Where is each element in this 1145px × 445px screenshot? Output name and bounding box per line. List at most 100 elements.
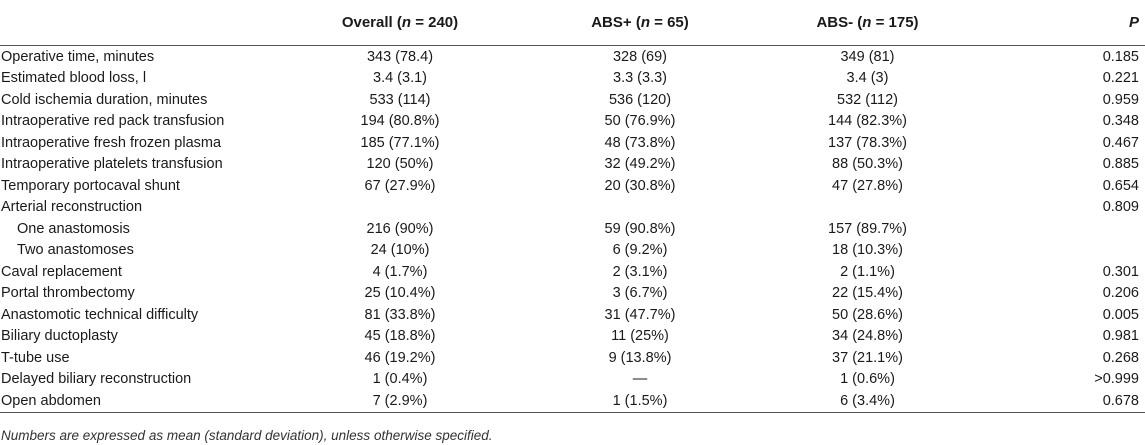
header-overall-prefix: Overall ( [341, 14, 402, 31]
cell-p-value: 0.678 [985, 390, 1145, 413]
header-abs-pos-prefix: ABS+ ( [591, 14, 641, 31]
cell-p-value [985, 218, 1145, 240]
cell-abs-neg: 18 (10.3%) [832, 242, 903, 259]
cell-abs-pos: 31 (47.7%) [604, 306, 676, 323]
cell-overall: 81 (33.8%) [364, 306, 436, 323]
row-label: Cold ischemia duration, minutes [1, 91, 208, 108]
table-row: Arterial reconstruction 0.809 [0, 197, 1145, 219]
table-row: Caval replacement 4 (1.7%) 2 (3.1%) 2 (1.1%… [0, 261, 1145, 283]
cell-p-value: 0.885 [1102, 156, 1139, 173]
cell-overall: 216 (90%) [366, 220, 434, 237]
cell-abs-neg: 37 (21.1%) [832, 349, 903, 366]
row-label: Intraoperative platelets transfusion [1, 156, 223, 173]
cell-overall: 3.4 (3.1) [373, 70, 427, 87]
row-label: Biliary ductoplasty [1, 328, 118, 345]
cell-overall: 4 (1.7%) [372, 263, 428, 280]
cell-overall [270, 197, 530, 219]
cell-abs-pos: — [632, 371, 648, 388]
cell-p-value: 0.185 [1102, 48, 1139, 65]
cell-overall: 46 (19.2%) [364, 349, 436, 366]
cell-abs-pos: 50 (76.9%) [604, 113, 676, 130]
cell-abs-pos: 59 (90.8%) [604, 220, 676, 237]
cell-abs-neg: 349 (81) [840, 48, 895, 65]
cell-overall: 45 (18.8%) [364, 328, 436, 345]
cell-p-value: 0.268 [1102, 349, 1139, 366]
cell-abs-neg: 47 (27.8%) [832, 177, 903, 194]
cell-abs-pos: 328 (69) [612, 48, 667, 65]
cell-abs-neg: 6 (3.4%) [750, 390, 985, 413]
header-abs-pos: ABS+ (n = 65) [530, 0, 750, 46]
cell-p-value: 0.959 [1102, 91, 1139, 108]
row-label: Caval replacement [1, 263, 122, 280]
cell-abs-pos: 11 (25%) [611, 328, 669, 345]
cell-overall: 194 (80.8%) [360, 113, 440, 130]
table-row: Delayed biliary reconstruction 1 (0.4%) — 1… [0, 369, 1145, 391]
cell-p-value: 0.809 [1102, 199, 1139, 216]
cell-abs-neg: 3.4 (3) [846, 70, 889, 87]
header-abs-pos-suffix: = 65) [649, 14, 689, 31]
cell-overall: 67 (27.9%) [364, 177, 436, 194]
cell-abs-pos: 32 (49.2%) [604, 156, 676, 173]
row-label: Intraoperative red pack transfusion [1, 113, 225, 130]
row-label: Delayed biliary reconstruction [1, 371, 192, 388]
header-abs-neg-n: n [862, 14, 872, 31]
cell-p-value: 0.301 [1102, 263, 1139, 280]
cell-abs-pos: 48 (73.8%) [604, 134, 676, 151]
header-row: Overall (n = 240) ABS+ (n = 65) ABS- (n … [0, 0, 1145, 46]
cell-abs-neg: 34 (24.8%) [832, 328, 903, 345]
cell-abs-pos: 9 (13.8%) [608, 349, 672, 366]
cell-abs-neg: 2 (1.1%) [840, 263, 895, 280]
cell-overall: 7 (2.9%) [270, 390, 530, 413]
cell-p-value: 0.467 [1102, 134, 1139, 151]
header-abs-neg: ABS- (n = 175) [750, 0, 985, 46]
header-abs-neg-suffix: = 175) [871, 14, 919, 31]
table-row: One anastomosis 216 (90%) 59 (90.8%) 157 (8… [0, 218, 1145, 240]
row-label: Arterial reconstruction [1, 199, 143, 216]
cell-p-value: 0.654 [1102, 177, 1139, 194]
cell-overall: 24 (10%) [370, 242, 430, 259]
cell-overall: 533 (114) [369, 91, 431, 108]
table-row: Anastomotic technical difficulty 81 (33.8… [0, 304, 1145, 326]
table-footnote: Numbers are expressed as mean (standard … [1, 428, 493, 443]
cell-abs-pos: 3.3 (3.3) [613, 70, 667, 87]
table-row: Cold ischemia duration, minutes 533 (114)… [0, 89, 1145, 111]
header-overall: Overall (n = 240) [270, 0, 530, 46]
cell-overall: 1 (0.4%) [372, 371, 428, 388]
header-abs-pos-n: n [640, 14, 650, 31]
table-row: T-tube use 46 (19.2%) 9 (13.8%) 37 (21.1%) 0… [0, 347, 1145, 369]
cell-abs-neg: 50 (28.6%) [832, 306, 903, 323]
table-row: Portal thrombectomy 25 (10.4%) 3 (6.7%) 22 … [0, 283, 1145, 305]
row-label: Open abdomen [0, 390, 270, 413]
cell-abs-pos: 3 (6.7%) [612, 285, 668, 302]
row-label: T-tube use [1, 349, 70, 366]
header-abs-neg-prefix: ABS- ( [816, 14, 863, 31]
cell-p-value: >0.999 [1094, 371, 1139, 388]
cell-abs-neg [750, 197, 985, 219]
cell-abs-pos [530, 197, 750, 219]
cell-overall: 120 (50%) [366, 156, 434, 173]
cell-abs-pos: 2 (3.1%) [612, 263, 668, 280]
cell-abs-neg: 157 (89.7%) [828, 220, 907, 237]
row-label: Estimated blood loss, l [1, 70, 147, 87]
table-row: Estimated blood loss, l 3.4 (3.1) 3.3 (3.3… [0, 68, 1145, 90]
header-overall-suffix: = 240) [411, 14, 459, 31]
header-overall-n: n [401, 14, 412, 31]
table-row: Temporary portocaval shunt 67 (27.9%) 20 (… [0, 175, 1145, 197]
cell-overall: 25 (10.4%) [364, 285, 436, 302]
table-row: Biliary ductoplasty 45 (18.8%) 11 (25%) 34 … [0, 326, 1145, 348]
cell-p-value: 0.206 [1102, 285, 1139, 302]
cell-overall: 343 (78.4) [366, 48, 434, 65]
cell-abs-pos: 6 (9.2%) [612, 242, 668, 259]
cell-p-value: 0.005 [1102, 306, 1139, 323]
table-row: Intraoperative fresh frozen plasma 185 (7… [0, 132, 1145, 154]
cell-abs-neg: 88 (50.3%) [832, 156, 903, 173]
cell-overall: 185 (77.1%) [360, 134, 440, 151]
cell-abs-neg: 1 (0.6%) [840, 371, 895, 388]
cell-abs-pos: 1 (1.5%) [530, 390, 750, 413]
row-label: Anastomotic technical difficulty [1, 306, 199, 323]
operative-data-table: Overall (n = 240) ABS+ (n = 65) ABS- (n … [0, 0, 1145, 413]
cell-abs-neg: 137 (78.3%) [828, 134, 907, 151]
cell-p-value: 0.221 [1102, 70, 1139, 87]
table-row: Intraoperative red pack transfusion 194 (… [0, 111, 1145, 133]
